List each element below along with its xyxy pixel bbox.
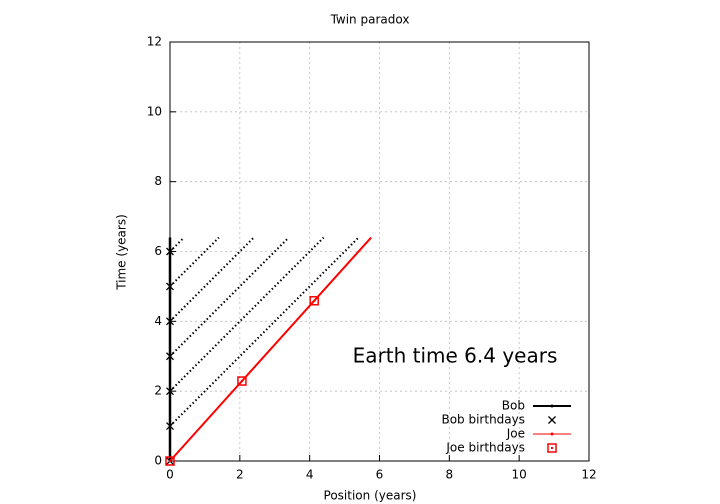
marker-center xyxy=(551,447,553,449)
y-tick-label: 4 xyxy=(154,314,162,328)
birthday-marker xyxy=(309,295,319,306)
marker-center xyxy=(169,460,171,462)
light-signal xyxy=(169,236,360,427)
light-signal xyxy=(169,236,185,253)
x-tick-label: 12 xyxy=(581,468,596,482)
birthday-marker xyxy=(166,317,174,326)
birthday-marker xyxy=(548,416,556,424)
marker-center xyxy=(240,380,243,383)
light-signal xyxy=(169,236,220,288)
y-tick-label: 6 xyxy=(154,244,162,258)
light-signal xyxy=(169,236,255,323)
y-tick-label: 8 xyxy=(154,174,162,188)
legend-dot xyxy=(550,432,554,436)
birthday-marker xyxy=(166,387,174,396)
x-tick-label: 10 xyxy=(512,468,527,482)
x-tick-label: 2 xyxy=(236,468,244,482)
y-tick-label: 0 xyxy=(154,454,162,468)
birthday-marker xyxy=(166,282,174,291)
birthday-marker xyxy=(166,352,174,361)
y-tick-label: 2 xyxy=(154,384,162,398)
legend-label: Bob birthdays xyxy=(441,413,525,427)
annotation: Earth time 6.4 years xyxy=(353,344,558,368)
legend-label: Joe birthdays xyxy=(445,441,525,455)
y-tick-label: 12 xyxy=(147,35,162,49)
marker-center xyxy=(313,299,316,302)
birthday-marker xyxy=(547,443,557,453)
y-tick-label: 10 xyxy=(147,104,162,118)
y-axis-label: Time (years) xyxy=(115,214,129,291)
x-tick-label: 4 xyxy=(306,468,314,482)
legend-label: Joe xyxy=(506,427,525,441)
birthday-marker xyxy=(165,456,175,466)
x-tick-label: 8 xyxy=(446,468,454,482)
x-axis-label: Position (years) xyxy=(324,489,417,503)
chart-title: Twin paradox xyxy=(330,13,410,27)
x-tick-label: 0 xyxy=(166,468,174,482)
legend-dot xyxy=(550,404,554,408)
legend-label: Bob xyxy=(502,399,525,413)
series-line xyxy=(169,236,372,462)
birthday-marker xyxy=(166,422,174,431)
x-tick-label: 6 xyxy=(376,468,384,482)
light-signal xyxy=(169,236,290,357)
light-signal xyxy=(169,236,325,392)
birthday-marker xyxy=(166,247,174,256)
birthday-marker xyxy=(237,376,247,386)
